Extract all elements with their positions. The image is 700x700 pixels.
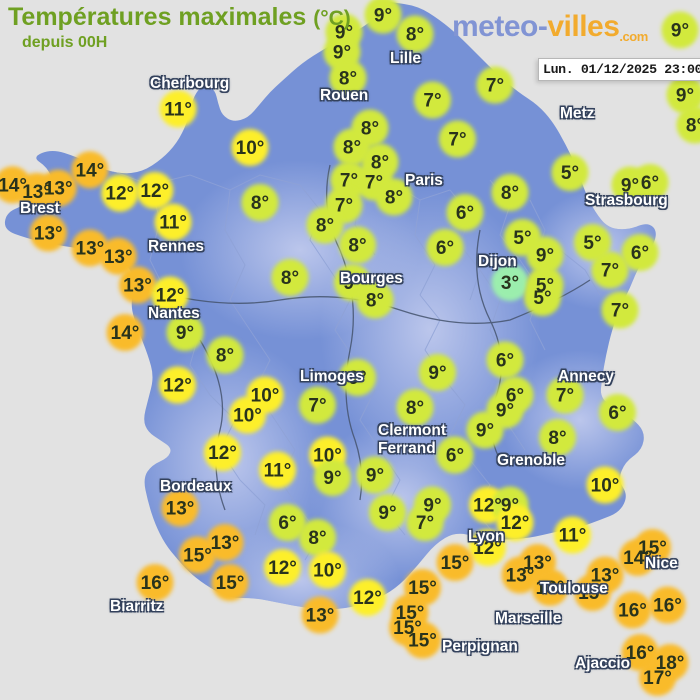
svg-text:13°: 13° <box>123 276 152 297</box>
svg-text:12°: 12° <box>156 286 185 307</box>
svg-text:8°: 8° <box>343 138 361 159</box>
svg-text:11°: 11° <box>264 461 292 482</box>
svg-text:12°: 12° <box>353 588 382 609</box>
svg-text:17°: 17° <box>643 668 672 689</box>
svg-text:8°: 8° <box>216 346 234 367</box>
svg-text:10°: 10° <box>313 561 342 582</box>
svg-text:10°: 10° <box>236 138 265 159</box>
svg-text:12°: 12° <box>473 496 502 517</box>
svg-text:7°: 7° <box>611 301 629 322</box>
svg-text:12°: 12° <box>163 376 192 397</box>
svg-text:9°: 9° <box>323 468 341 489</box>
svg-text:9°: 9° <box>496 401 514 422</box>
svg-text:5°: 5° <box>533 288 551 309</box>
svg-text:10°: 10° <box>251 386 280 407</box>
svg-text:13°: 13° <box>44 179 73 200</box>
svg-text:12°: 12° <box>140 181 169 202</box>
svg-text:15°: 15° <box>408 631 437 652</box>
svg-text:8°: 8° <box>548 428 566 449</box>
svg-text:13°: 13° <box>211 533 240 554</box>
svg-text:9°: 9° <box>378 503 396 524</box>
svg-text:12°: 12° <box>208 443 237 464</box>
svg-text:16°: 16° <box>653 596 682 617</box>
svg-text:6°: 6° <box>608 403 626 424</box>
svg-text:16°: 16° <box>141 573 170 594</box>
svg-text:9°: 9° <box>676 86 694 107</box>
svg-text:8°: 8° <box>361 119 379 140</box>
svg-text:12°: 12° <box>268 558 297 579</box>
svg-text:8°: 8° <box>406 25 424 46</box>
svg-text:8°: 8° <box>371 153 389 174</box>
svg-text:6°: 6° <box>278 513 296 534</box>
svg-text:7°: 7° <box>340 171 358 192</box>
svg-text:9°: 9° <box>176 323 194 344</box>
svg-text:6°: 6° <box>446 446 464 467</box>
svg-text:7°: 7° <box>486 76 504 97</box>
svg-text:8°: 8° <box>366 291 384 312</box>
svg-text:7°: 7° <box>423 91 441 112</box>
svg-text:16°: 16° <box>618 601 647 622</box>
svg-text:13°: 13° <box>166 499 195 520</box>
svg-text:5°: 5° <box>561 163 579 184</box>
svg-text:11°: 11° <box>159 213 187 234</box>
svg-text:15°: 15° <box>216 573 245 594</box>
svg-text:8°: 8° <box>308 528 326 549</box>
svg-text:12°: 12° <box>105 184 134 205</box>
svg-text:6°: 6° <box>436 238 454 259</box>
svg-text:8°: 8° <box>686 116 700 137</box>
svg-text:13°: 13° <box>506 566 535 587</box>
svg-text:14°: 14° <box>111 323 140 344</box>
svg-text:13°: 13° <box>76 239 105 260</box>
svg-text:11°: 11° <box>164 99 192 120</box>
svg-text:8°: 8° <box>385 188 403 209</box>
svg-text:10°: 10° <box>313 446 342 467</box>
svg-text:7°: 7° <box>335 196 353 217</box>
svg-text:10°: 10° <box>233 406 262 427</box>
svg-text:8°: 8° <box>406 398 424 419</box>
svg-text:9°: 9° <box>333 43 351 64</box>
svg-text:9°: 9° <box>536 246 554 267</box>
svg-text:13°: 13° <box>104 247 133 268</box>
svg-text:6°: 6° <box>641 173 659 194</box>
svg-text:7°: 7° <box>448 130 466 151</box>
svg-text:13°: 13° <box>34 224 63 245</box>
svg-text:8°: 8° <box>281 268 299 289</box>
svg-text:11°: 11° <box>559 526 587 547</box>
svg-text:8°: 8° <box>251 193 269 214</box>
svg-text:9°: 9° <box>671 21 689 42</box>
svg-text:6°: 6° <box>631 243 649 264</box>
svg-text:6°: 6° <box>496 351 514 372</box>
svg-text:9°: 9° <box>476 421 494 442</box>
svg-text:6°: 6° <box>456 203 474 224</box>
svg-text:15°: 15° <box>408 578 437 599</box>
svg-text:7°: 7° <box>416 513 434 534</box>
svg-text:9°: 9° <box>366 466 384 487</box>
svg-text:8°: 8° <box>501 183 519 204</box>
svg-text:7°: 7° <box>556 386 574 407</box>
svg-text:9°: 9° <box>374 6 392 27</box>
svg-text:7°: 7° <box>308 396 326 417</box>
svg-text:5°: 5° <box>583 233 601 254</box>
svg-text:9°: 9° <box>428 363 446 384</box>
svg-text:12°: 12° <box>501 513 530 534</box>
svg-text:8°: 8° <box>316 216 334 237</box>
svg-text:10°: 10° <box>591 476 620 497</box>
svg-text:14°: 14° <box>76 160 105 181</box>
svg-text:5°: 5° <box>513 228 531 249</box>
svg-text:8°: 8° <box>348 236 366 257</box>
svg-text:7°: 7° <box>601 261 619 282</box>
svg-text:15°: 15° <box>183 546 212 567</box>
svg-text:7°: 7° <box>365 173 383 194</box>
svg-text:13°: 13° <box>306 606 335 627</box>
svg-text:15°: 15° <box>441 553 470 574</box>
svg-text:3°: 3° <box>501 273 519 294</box>
